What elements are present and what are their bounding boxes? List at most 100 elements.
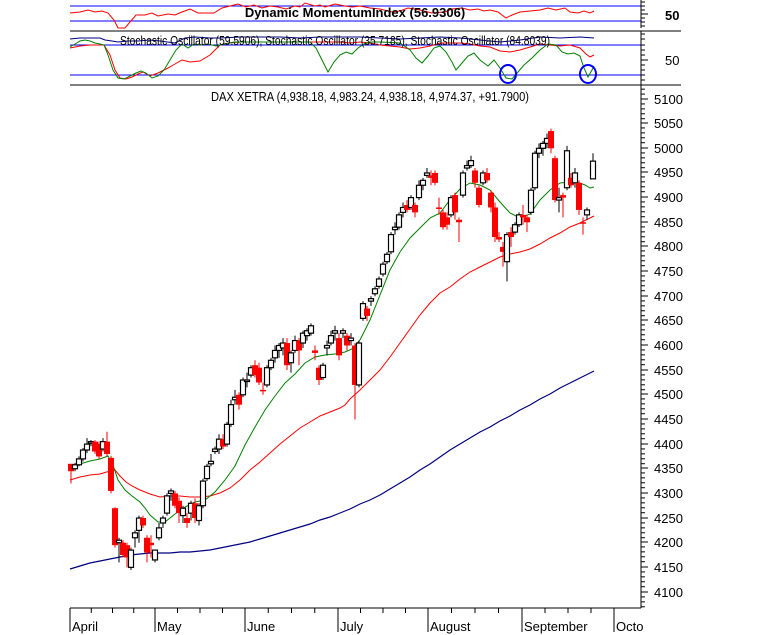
y-tick-label: 4750 [654,264,683,279]
candle-down [568,177,574,186]
candle-up [527,189,535,213]
candle-up [555,197,563,201]
stoch-line-red [69,41,595,80]
y-tick-label: 4700 [654,289,683,304]
y-tick-label: 4500 [654,387,683,402]
y-tick-label: 4350 [654,461,683,476]
candle-down [580,222,586,224]
dmi-axis-label-50: 50 [665,8,679,23]
candle-up [167,490,175,494]
candle-up [407,197,415,209]
candle-down [560,195,566,198]
price-panel: DAX XETRA (4,938.18, 4,983.24, 4,938.18,… [68,85,683,634]
x-axis-ticks: April May June July August September Octo [69,608,643,634]
candle-down [176,500,182,514]
y-tick-label: 4250 [654,511,683,526]
candle-up [371,288,379,295]
candle-down [184,518,190,523]
price-axis-ticks: 5100 5050 5000 4950 4900 4850 4800 4750 4700 4650… [641,88,683,608]
candle-up [323,344,331,349]
candle-up [531,152,539,189]
dmi-axis-ticks [641,1,648,27]
candle-up [263,367,271,386]
candle-up [387,233,395,253]
candle-up [511,224,519,233]
candle-down [120,542,126,556]
candle-up [211,448,219,453]
candle-up [239,379,247,396]
candle-down [484,172,490,181]
candle-down [476,187,482,205]
candle-up [163,495,171,514]
candle-down [432,172,438,183]
candle-up [131,532,139,539]
candle-down [236,394,242,405]
candle-up [199,480,207,507]
candle-down [220,439,226,447]
candle-down [172,493,178,506]
candle-up [459,172,467,196]
candle-up [271,349,279,359]
x-tick-label-september: September [524,619,588,634]
stochastic-title: Stochastic Oscillator (59.5906), Stochas… [120,33,550,48]
candle-up [243,379,251,383]
dmi-line [69,2,595,29]
candle-up [503,233,511,263]
candle-up [423,172,431,177]
candle-down [284,343,290,366]
candle-down [68,463,74,472]
short-ma-line [69,181,595,523]
y-tick-label: 4550 [654,363,683,378]
candle-up [355,342,363,386]
candle-down [444,217,450,225]
candle-down [108,457,114,491]
candle-up [583,209,591,216]
candle-down [192,503,198,519]
stoch-line-green [69,39,595,80]
price-title: DAX XETRA (4,938.18, 4,983.24, 4,938.18,… [211,89,529,104]
y-tick-label: 4600 [654,338,683,353]
y-tick-label: 4800 [654,239,683,254]
candle-up [589,160,597,180]
candle-up [127,549,135,568]
candle-up [151,549,159,561]
candle-down [344,335,350,346]
candle-up [415,184,423,199]
candle-down [316,367,322,381]
y-tick-label: 4300 [654,486,683,501]
candle-up [467,160,475,167]
x-tick-label-april: April [72,619,98,634]
candle-down [492,207,498,238]
dmi-title: Dynamic MomentumIndex (56.9306) [245,5,465,20]
candle-up [179,507,187,517]
y-tick-label: 4650 [654,313,683,328]
candle-up [115,539,123,544]
candle-down [148,542,154,546]
candle-down [104,441,110,454]
candle-up [319,364,327,379]
candle-down [520,214,526,218]
candle-up [307,325,315,334]
y-tick-label: 5100 [654,92,683,107]
candle-up [299,332,307,344]
candle-up [383,253,391,263]
candle-down [472,170,478,183]
candle-down [404,204,410,210]
candle-up [227,404,235,425]
y-tick-label: 4850 [654,215,683,230]
candle-down [256,367,262,383]
stoch-axis-label-50: 50 [665,53,679,68]
medium-ma-line [69,215,595,498]
candle-up [399,206,407,213]
candle-down [548,131,554,149]
candle-up [347,337,355,342]
candle-down [96,444,102,457]
candle-up [159,517,167,524]
candle-up [287,352,295,364]
candle-down [524,217,530,223]
stochastic-panel: Stochastic Oscillator (59.5906), Stochas… [69,31,681,86]
y-tick-label: 4450 [654,412,683,427]
candle-down [336,338,342,356]
candle-down [576,182,582,210]
